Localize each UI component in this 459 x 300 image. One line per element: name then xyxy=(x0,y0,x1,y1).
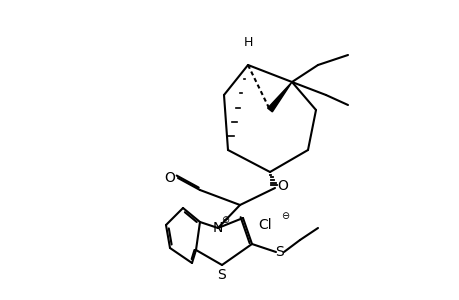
Text: ⊖: ⊖ xyxy=(280,211,288,221)
Text: N: N xyxy=(213,221,223,235)
Text: S: S xyxy=(275,245,284,259)
Text: O: O xyxy=(277,179,288,193)
Text: ⊕: ⊕ xyxy=(220,215,229,225)
Polygon shape xyxy=(267,82,291,112)
Text: Cl: Cl xyxy=(257,218,271,232)
Text: S: S xyxy=(217,268,226,282)
Text: O: O xyxy=(164,171,175,185)
Text: H: H xyxy=(243,35,252,49)
